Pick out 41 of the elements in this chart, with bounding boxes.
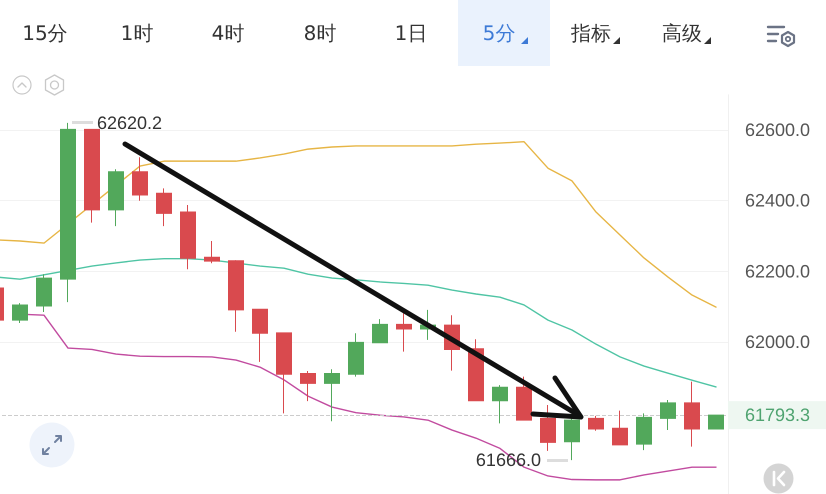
text: 15分 (22, 21, 68, 45)
y-tick-label: 62400.0 (745, 190, 810, 211)
y-tick-label: 62200.0 (745, 261, 810, 282)
candlestick (588, 415, 604, 432)
y-tick-label: 62600.0 (745, 120, 810, 140)
text: 4时 (212, 21, 244, 45)
candlestick (636, 412, 652, 451)
candlestick (564, 418, 580, 461)
candlestick (156, 188, 172, 227)
candlestick (348, 332, 364, 378)
candlestick (84, 128, 100, 224)
candlestick (708, 414, 724, 430)
ref-line-label: 61793.3 (745, 405, 810, 426)
candlestick (660, 400, 676, 431)
candlestick (180, 204, 196, 270)
candlestick (108, 168, 124, 227)
candlestick (684, 381, 700, 448)
candlestick (372, 318, 388, 344)
candlestick (300, 370, 316, 402)
candlestick (396, 312, 412, 352)
text: 高级 (662, 21, 702, 45)
candlestick (516, 376, 532, 421)
candlestick (228, 260, 244, 332)
candlestick (324, 368, 340, 422)
candlestick (276, 332, 292, 414)
text: 1日 (394, 21, 428, 45)
text: 5分 (482, 21, 516, 45)
candlestick (36, 274, 52, 313)
annotation: 62620.2 (97, 112, 162, 133)
candlestick (132, 156, 148, 202)
candlestick (204, 240, 220, 264)
candlestick (12, 302, 28, 324)
candlestick (612, 410, 628, 446)
text: 1时 (120, 21, 154, 45)
candlestick (540, 404, 556, 452)
candlestick (252, 308, 268, 362)
candlestick (492, 384, 508, 424)
text: 8时 (304, 21, 336, 45)
y-tick-label: 62000.0 (745, 332, 810, 352)
candlestick (60, 122, 76, 303)
text: 指标 (571, 21, 611, 45)
